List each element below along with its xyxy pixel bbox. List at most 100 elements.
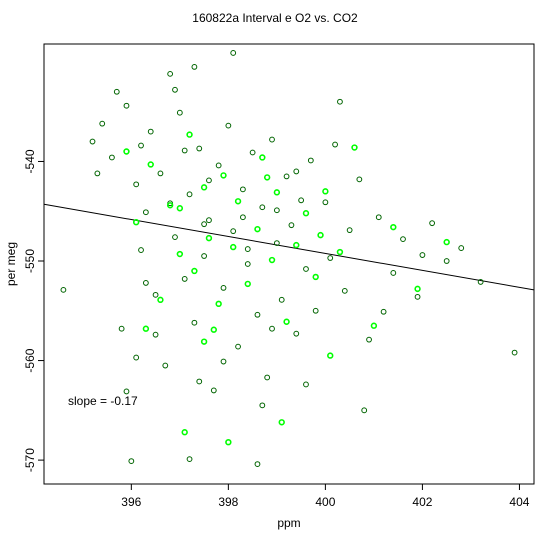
data-point [133, 354, 140, 361]
data-point [322, 199, 329, 206]
data-point [259, 402, 266, 409]
data-point [259, 154, 266, 161]
data-point [186, 191, 193, 198]
data-point [312, 307, 319, 314]
data-point [94, 170, 101, 177]
regression-line [43, 203, 535, 291]
data-point [201, 253, 207, 259]
data-point [327, 352, 334, 359]
x-tick-label: 404 [509, 495, 529, 509]
data-point [167, 70, 174, 77]
regression-line-group [43, 203, 535, 291]
data-point [230, 243, 237, 251]
data-point [332, 141, 338, 148]
data-point [254, 225, 261, 233]
data-point [400, 236, 406, 243]
data-point [429, 220, 436, 227]
data-point [186, 456, 193, 463]
data-point [123, 388, 130, 395]
data-point [303, 381, 309, 388]
data-point [414, 293, 421, 300]
data-point [123, 102, 130, 109]
data-point [186, 131, 193, 138]
data-point [443, 238, 450, 246]
data-point [254, 461, 261, 467]
data-point [196, 145, 203, 152]
data-point [341, 287, 348, 294]
data-point [225, 122, 232, 129]
data-point [200, 184, 208, 191]
data-point [138, 142, 144, 149]
data-point [322, 188, 329, 195]
data-point [240, 214, 246, 221]
data-point [244, 246, 251, 252]
data-point [288, 222, 295, 229]
data-point [176, 205, 184, 212]
data-point [366, 336, 372, 343]
data-point [191, 63, 198, 70]
data-point [191, 267, 198, 275]
data-point [298, 197, 305, 204]
data-points [60, 50, 518, 467]
data-point [109, 154, 115, 161]
data-point [225, 438, 232, 446]
data-point [477, 279, 484, 285]
chart-title: 160822a Interval e O2 vs. CO2 [192, 11, 358, 25]
data-point [113, 88, 120, 95]
data-point [206, 217, 212, 224]
data-point [210, 326, 218, 333]
data-point [181, 429, 188, 436]
data-point [142, 209, 149, 216]
data-point [230, 50, 237, 56]
y-tick-label: -570 [23, 448, 37, 472]
data-point [273, 189, 281, 196]
data-point [128, 458, 135, 465]
data-point [317, 231, 324, 239]
data-point [196, 378, 203, 385]
data-point [356, 176, 363, 183]
data-point [443, 258, 450, 264]
data-point [278, 296, 285, 303]
data-point [361, 407, 368, 414]
data-point [181, 147, 188, 154]
data-point [327, 255, 334, 261]
y-tick-label: -560 [23, 348, 37, 372]
data-point [414, 285, 421, 293]
data-point [215, 162, 222, 169]
data-point [166, 202, 174, 209]
data-point [215, 300, 222, 308]
data-point [147, 161, 154, 168]
data-point [172, 86, 178, 93]
data-point [181, 276, 188, 282]
data-point [118, 325, 125, 332]
data-point [278, 419, 285, 426]
y-tick-label: -540 [23, 149, 37, 173]
data-point [312, 273, 319, 281]
data-point [220, 284, 227, 291]
data-point [302, 210, 310, 217]
data-point [201, 221, 207, 228]
x-tick-label: 396 [121, 495, 141, 509]
data-point [390, 270, 397, 276]
data-point [283, 318, 290, 325]
y-axis: -540 -550 -560 -570 [23, 149, 44, 472]
data-point [205, 234, 213, 242]
data-point [230, 228, 237, 235]
data-point [264, 374, 271, 381]
data-point [99, 120, 106, 127]
data-point [142, 325, 150, 332]
data-point [293, 330, 300, 337]
data-point [176, 250, 184, 258]
data-point [390, 223, 397, 231]
data-point [147, 128, 154, 135]
data-point [511, 349, 518, 356]
x-axis-title: ppm [277, 516, 300, 530]
data-point [351, 144, 358, 151]
x-tick-label: 398 [218, 495, 238, 509]
data-point [283, 173, 290, 180]
data-point [259, 204, 266, 211]
data-point [375, 214, 382, 221]
data-point [419, 252, 426, 258]
x-tick-label: 400 [315, 495, 335, 509]
